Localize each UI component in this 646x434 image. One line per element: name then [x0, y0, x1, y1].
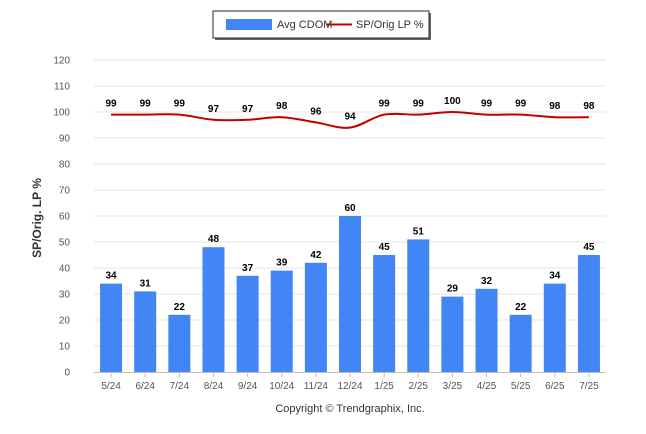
x-tick-label: 5/24	[101, 381, 121, 392]
line-data-label: 98	[583, 101, 595, 112]
x-axis-ticks: 5/24 6/24 7/24 8/24 9/24 10/24 11/24 12/24 1/25 2…	[101, 372, 599, 392]
bar	[168, 314, 191, 372]
x-tick-label: 9/24	[238, 381, 258, 392]
bar-data-label: 51	[413, 226, 425, 237]
line-series	[111, 110, 589, 129]
legend-swatch-bar	[226, 19, 272, 30]
bar	[236, 275, 259, 372]
line-data-label: 96	[310, 106, 322, 117]
bar-data-label: 37	[242, 263, 254, 274]
legend-label-bar: Avg CDOM	[277, 19, 332, 31]
y-tick-label: 110	[54, 82, 70, 93]
bar	[407, 239, 430, 372]
line-data-label: 99	[413, 99, 425, 110]
bar	[543, 283, 566, 372]
line-data-labels: 99 99 99 97 97 98 96 94 99 99 100 99 99 98 98	[106, 96, 595, 123]
x-tick-label: 11/24	[304, 381, 329, 392]
x-tick-label: 1/25	[374, 381, 394, 392]
y-tick-label: 70	[59, 186, 71, 197]
y-tick-label: 50	[59, 238, 71, 249]
bar-data-label: 22	[515, 302, 527, 313]
x-tick-label: 2/25	[409, 381, 429, 392]
bar-data-label: 48	[208, 234, 220, 245]
bar-data-label: 45	[379, 242, 391, 253]
bar	[373, 255, 396, 372]
bar-data-label: 39	[276, 258, 288, 269]
x-tick-label: 8/24	[204, 381, 224, 392]
x-tick-label: 12/24	[337, 381, 362, 392]
line-data-label: 97	[242, 104, 254, 115]
bar-data-label: 22	[174, 302, 186, 313]
line-data-label: 97	[208, 104, 220, 115]
bar	[100, 283, 123, 372]
bar-data-label: 42	[310, 250, 322, 261]
legend-label-line: SP/Orig LP %	[356, 19, 424, 31]
y-tick-label: 60	[59, 212, 71, 223]
y-tick-label: 0	[64, 368, 70, 379]
x-tick-label: 6/25	[545, 381, 565, 392]
y-tick-label: 120	[53, 56, 70, 67]
x-tick-label: 4/25	[477, 381, 497, 392]
bar-data-label: 34	[549, 271, 561, 282]
y-tick-label: 30	[59, 290, 71, 301]
y-tick-label: 100	[53, 108, 70, 119]
y-tick-label: 40	[59, 264, 71, 275]
line-data-label: 99	[140, 99, 152, 110]
bar	[475, 288, 498, 372]
y-tick-label: 90	[59, 134, 71, 145]
bar-data-labels: 34 31 22 48 37 39 42 60 45 51 29 32 22 34 45	[106, 203, 595, 313]
line-data-label: 99	[515, 99, 527, 110]
x-tick-label: 7/25	[579, 381, 599, 392]
bar	[202, 247, 225, 372]
line-data-label: 98	[549, 101, 561, 112]
bar-data-label: 29	[447, 284, 459, 295]
x-tick-label: 6/24	[135, 381, 155, 392]
bar-data-label: 31	[140, 278, 152, 289]
bar-series	[100, 216, 600, 372]
copyright-credit: Copyright © Trendgraphix, Inc.	[275, 403, 424, 415]
line-data-label: 98	[276, 101, 288, 112]
line-data-label: 94	[344, 112, 356, 123]
y-tick-label: 10	[59, 342, 71, 353]
line-data-label: 99	[174, 99, 186, 110]
line-data-label: 100	[444, 96, 461, 107]
bar-data-label: 60	[344, 203, 356, 214]
bar	[339, 216, 361, 372]
y-tick-label: 20	[59, 316, 71, 327]
y-axis-ticks: 0 10 20 30 40 50 60 70 80 90 100 110 120	[53, 56, 70, 379]
legend: Avg CDOM SP/Orig LP %	[212, 10, 431, 40]
line-data-label: 99	[106, 99, 118, 110]
line-path	[111, 110, 589, 129]
x-tick-label: 10/24	[269, 381, 294, 392]
line-data-label: 99	[481, 99, 493, 110]
x-tick-label: 3/25	[443, 381, 463, 392]
bar	[270, 270, 293, 372]
y-tick-label: 80	[59, 160, 71, 171]
bar	[134, 291, 157, 372]
x-tick-label: 7/24	[170, 381, 190, 392]
bar-data-label: 32	[481, 276, 493, 287]
bar-data-label: 34	[106, 271, 118, 282]
bar-data-label: 45	[583, 242, 595, 253]
line-data-label: 99	[379, 99, 391, 110]
bar	[577, 255, 600, 372]
y-axis-title: SP/Orig. LP %	[30, 178, 44, 258]
x-tick-label: 5/25	[511, 381, 531, 392]
bar	[304, 262, 327, 372]
bar	[509, 314, 532, 372]
bar	[441, 296, 464, 372]
